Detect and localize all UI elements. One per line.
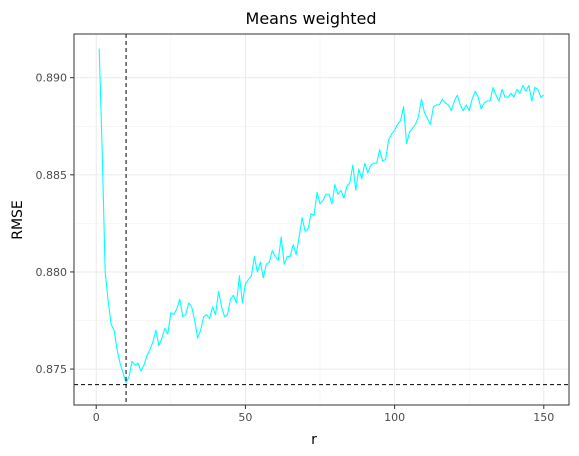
y-tick-label: 0.875 <box>36 363 68 376</box>
y-tick-label: 0.885 <box>36 169 68 182</box>
x-axis-label: r <box>311 432 317 448</box>
y-axis-label: RMSE <box>10 200 26 240</box>
panel-background <box>74 34 569 405</box>
plot-panel <box>73 33 570 406</box>
y-tick-label: 0.890 <box>36 72 68 85</box>
x-tick-label: 150 <box>533 411 554 424</box>
x-tick-label: 50 <box>238 411 252 424</box>
x-tick-label: 100 <box>384 411 405 424</box>
series-line <box>98 48 545 384</box>
y-tick-label: 0.880 <box>36 266 68 279</box>
chart-title: Means weighted <box>246 9 377 28</box>
panel-border <box>73 33 570 406</box>
x-tick-label: 0 <box>93 411 100 424</box>
